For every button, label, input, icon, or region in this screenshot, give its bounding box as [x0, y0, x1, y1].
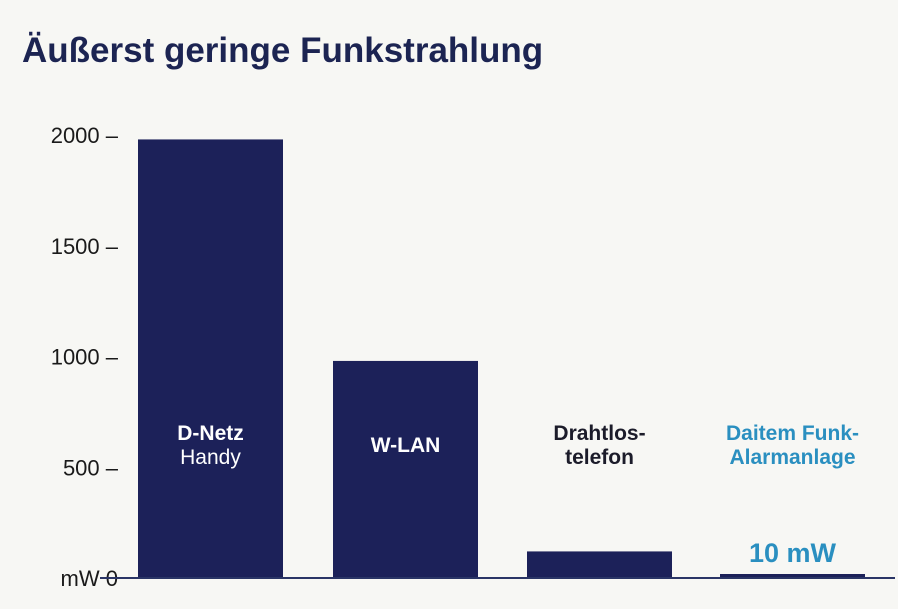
category-label: Alarmanlage: [729, 446, 855, 469]
y-tick-label: 2000 –: [51, 123, 119, 148]
category-label: Handy: [180, 446, 241, 469]
annotations: 10 mW: [749, 538, 837, 568]
category-label: telefon: [565, 446, 634, 469]
category-label: W-LAN: [371, 434, 441, 457]
category-label: D-Netz: [177, 422, 244, 445]
y-tick-label: 1500 –: [51, 234, 119, 259]
y-axis: 2000 –1500 –1000 –500 –mW 0: [51, 123, 119, 591]
chart-title: Äußerst geringe Funkstrahlung: [22, 31, 543, 70]
category-label: Daitem Funk-: [726, 422, 859, 445]
bar: [720, 574, 865, 578]
bar: [138, 139, 283, 578]
bar: [333, 360, 478, 578]
y-tick-label: 500 –: [63, 455, 119, 480]
bars: [138, 139, 865, 578]
bar: [527, 551, 672, 578]
data-label: 10 mW: [749, 538, 837, 568]
category-label: Drahtlos-: [553, 422, 645, 445]
y-tick-label: 1000 –: [51, 345, 119, 370]
